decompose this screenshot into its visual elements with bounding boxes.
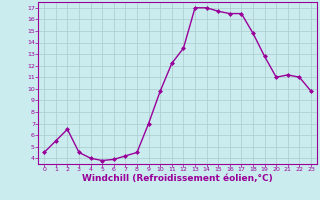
X-axis label: Windchill (Refroidissement éolien,°C): Windchill (Refroidissement éolien,°C) bbox=[82, 174, 273, 183]
